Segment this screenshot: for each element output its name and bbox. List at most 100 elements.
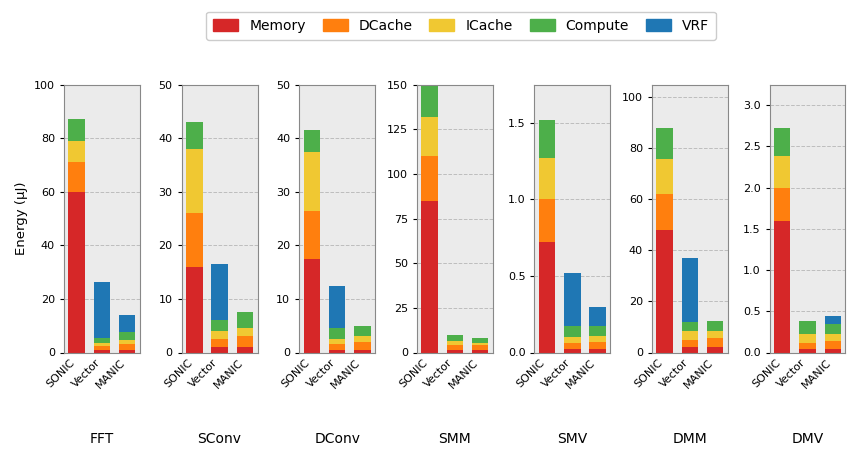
Bar [446,345,462,350]
Bar [421,117,438,156]
Bar [681,340,698,347]
X-axis label: DMV: DMV [791,432,822,446]
Bar [304,152,320,211]
Bar [656,128,672,158]
X-axis label: FFT: FFT [90,432,114,446]
Bar [773,128,790,157]
X-axis label: DConv: DConv [314,432,360,446]
Bar [236,312,252,329]
Bar [68,141,84,162]
Bar [656,194,672,230]
Bar [421,201,438,352]
Bar [538,242,554,352]
Bar [328,350,345,352]
Bar [328,345,345,350]
Bar [211,331,228,339]
Bar [119,332,136,340]
Bar [681,331,698,340]
Bar [589,349,605,352]
Bar [706,347,722,352]
Bar [446,341,462,345]
Bar [211,264,228,321]
Bar [773,220,790,352]
Bar [589,327,605,336]
Bar [354,342,370,350]
Bar [538,199,554,242]
Bar [186,267,202,352]
Bar [824,349,840,352]
Bar [119,345,136,350]
Bar [304,211,320,258]
Bar [328,285,345,329]
Bar [304,130,320,152]
Bar [824,316,840,324]
Bar [681,258,698,322]
Bar [538,158,554,199]
Bar [773,188,790,220]
Bar [236,329,252,337]
Bar [186,122,202,149]
X-axis label: SMM: SMM [438,432,471,446]
Bar [211,347,228,352]
Bar [681,347,698,352]
Bar [354,350,370,352]
Bar [824,334,840,341]
Bar [589,306,605,327]
Bar [471,345,488,350]
Bar [773,157,790,188]
Bar [186,149,202,213]
Bar [328,329,345,339]
X-axis label: DMM: DMM [672,432,706,446]
Bar [471,343,488,345]
Bar [656,158,672,194]
X-axis label: SConv: SConv [197,432,241,446]
Bar [824,341,840,349]
Bar [94,282,110,338]
Bar [421,156,438,201]
Bar [186,213,202,267]
Bar [328,339,345,345]
Bar [119,315,136,332]
Bar [304,258,320,352]
Y-axis label: Energy (μJ): Energy (μJ) [15,182,28,255]
Bar [824,324,840,334]
Bar [68,119,84,141]
Bar [354,337,370,342]
Bar [564,343,580,349]
Bar [119,350,136,352]
Bar [798,349,815,352]
Bar [94,338,110,343]
Bar [119,340,136,345]
Bar [446,335,462,341]
Bar [706,338,722,347]
Bar [211,339,228,347]
Bar [421,85,438,117]
X-axis label: SMV: SMV [556,432,587,446]
Bar [589,342,605,349]
Bar [681,322,698,331]
Bar [564,327,580,337]
Bar [94,350,110,352]
Legend: Memory, DCache, ICache, Compute, VRF: Memory, DCache, ICache, Compute, VRF [206,12,715,39]
Bar [471,350,488,352]
Bar [354,326,370,337]
Bar [656,230,672,352]
Bar [236,337,252,347]
Bar [538,120,554,158]
Bar [706,321,722,331]
Bar [798,334,815,343]
Bar [94,346,110,350]
Bar [798,321,815,334]
Bar [68,192,84,352]
Bar [211,321,228,331]
Bar [68,162,84,192]
Bar [94,343,110,346]
Bar [236,347,252,352]
Bar [446,350,462,352]
Bar [564,337,580,343]
Bar [798,343,815,349]
Bar [706,331,722,338]
Bar [564,349,580,352]
Bar [589,336,605,342]
Bar [564,273,580,327]
